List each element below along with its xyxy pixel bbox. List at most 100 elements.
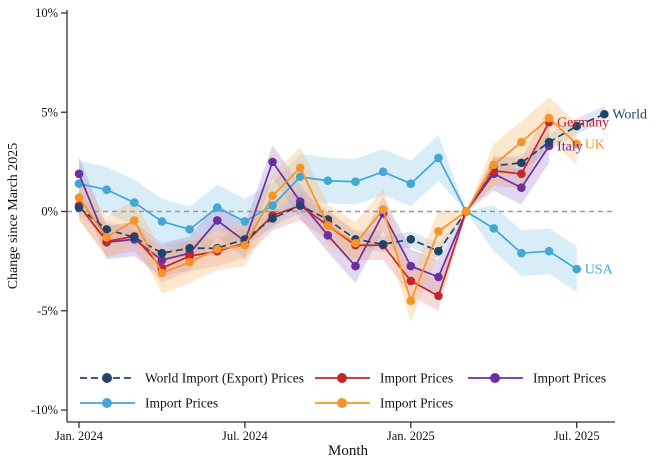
- world-data-point: [434, 246, 443, 256]
- y-tick-label: 10%: [35, 6, 58, 20]
- world-data-point: [572, 121, 581, 131]
- x-tick-label: Jan. 2024: [55, 429, 104, 443]
- germany-data-point: [434, 291, 443, 301]
- world-data-point: [295, 201, 305, 210]
- italy-data-point: [74, 169, 84, 179]
- usa-data-point: [212, 203, 222, 212]
- usa-data-point: [323, 176, 333, 186]
- world-data-point: [74, 203, 84, 212]
- usa-legend-label: Import Prices: [145, 396, 218, 411]
- world-data-point: [157, 248, 167, 258]
- legend: World Import (Export) Prices Import Price…: [80, 371, 606, 411]
- uk-data-point: [378, 205, 388, 214]
- germany-confidence-band: [79, 107, 550, 311]
- uk-data-point: [268, 191, 277, 200]
- uk-data-point: [157, 268, 167, 278]
- uk-data-point: [461, 207, 471, 216]
- italy-data-point: [517, 183, 526, 192]
- usa-data-point: [406, 179, 416, 189]
- italy-data-point: [212, 216, 222, 225]
- uk-data-point: [240, 240, 250, 250]
- x-tick-label: Jan. 2025: [387, 429, 435, 443]
- germany-data-point: [517, 169, 526, 179]
- usa-data-point: [130, 198, 139, 207]
- x-axis-title: Month: [328, 443, 369, 459]
- world-data-point: [185, 243, 194, 253]
- italy-legend-marker: [490, 373, 500, 383]
- world-data-point: [600, 109, 609, 119]
- usa-data-point: [74, 179, 84, 189]
- uk-data-point: [489, 160, 499, 170]
- uk-data-point: [544, 113, 554, 123]
- x-tick-label: Jul. 2024: [222, 429, 269, 443]
- y-tick-label: 5%: [41, 105, 58, 119]
- uk-data-point: [406, 296, 416, 306]
- usa-confidence-band: [79, 135, 577, 292]
- uk-data-point: [212, 244, 222, 254]
- usa-data-point: [517, 248, 526, 258]
- world-data-point: [130, 233, 139, 242]
- usa-data-point: [240, 217, 250, 226]
- world-data-point: [544, 137, 554, 147]
- world-data-point: [406, 234, 416, 244]
- germany-legend-label: Import Prices: [380, 371, 453, 386]
- usa-end-label: USA: [585, 263, 614, 278]
- world-data-point: [268, 214, 277, 223]
- usa-data-point: [295, 172, 305, 182]
- italy-data-point: [157, 255, 167, 265]
- italy-data-point: [268, 157, 277, 167]
- usa-data-point: [544, 246, 554, 256]
- y-axis-title: Change since March 2025: [6, 143, 21, 290]
- germany-end-label: Germany: [557, 116, 609, 131]
- italy-legend-label: Import Prices: [533, 371, 606, 386]
- uk-data-point: [74, 193, 84, 202]
- world-data-point: [517, 158, 526, 168]
- uk-data-point: [185, 257, 194, 267]
- world-confidence-band: [79, 106, 605, 262]
- world-legend-label: World Import (Export) Prices: [145, 371, 304, 386]
- uk-data-point: [130, 216, 139, 225]
- uk-end-label: UK: [585, 138, 605, 153]
- usa-data-point: [489, 224, 499, 233]
- uk-data-point: [351, 238, 360, 248]
- uk-data-point: [102, 233, 111, 242]
- usa-data-point: [102, 185, 111, 194]
- usa-legend-marker: [102, 398, 112, 408]
- x-tick-label: Jul. 2025: [554, 429, 600, 443]
- uk-data-point: [572, 139, 581, 149]
- usa-data-point: [572, 264, 581, 274]
- uk-confidence-band: [79, 97, 577, 322]
- germany-data-point: [185, 251, 194, 261]
- y-tick-label: 0%: [41, 205, 58, 219]
- uk-data-point: [323, 221, 333, 230]
- world-data-point: [102, 225, 111, 234]
- italy-data-point: [323, 231, 333, 240]
- uk-data-point: [517, 137, 526, 147]
- world-legend-marker: [102, 373, 112, 383]
- italy-data-point: [434, 272, 443, 282]
- confidence-bands: [79, 97, 605, 322]
- y-tick-label: -5%: [37, 304, 58, 318]
- germany-legend-marker: [337, 373, 347, 383]
- usa-data-point: [157, 217, 167, 226]
- usa-data-point: [185, 225, 194, 234]
- world-data-point: [378, 239, 388, 249]
- usa-data-point: [378, 167, 388, 177]
- uk-data-point: [295, 163, 305, 173]
- uk-data-point: [434, 227, 443, 236]
- usa-data-point: [268, 201, 277, 210]
- usa-data-point: [434, 153, 443, 163]
- world-line: [78, 113, 605, 255]
- italy-end-label: Italy: [557, 139, 583, 154]
- usa-data-point: [351, 177, 360, 187]
- y-tick-label: -10%: [31, 403, 58, 417]
- world-end-label: World: [612, 108, 647, 123]
- italy-data-point: [351, 261, 360, 271]
- uk-legend-label: Import Prices: [380, 396, 453, 411]
- germany-data-point: [406, 276, 416, 286]
- series-end-labels: World USA Italy Germany UK: [557, 108, 647, 278]
- data-series: [74, 109, 609, 306]
- axes: 10% 5% 0% -5% -10% Jan. 2024 Jul. 2024 Jan. 202…: [31, 6, 615, 443]
